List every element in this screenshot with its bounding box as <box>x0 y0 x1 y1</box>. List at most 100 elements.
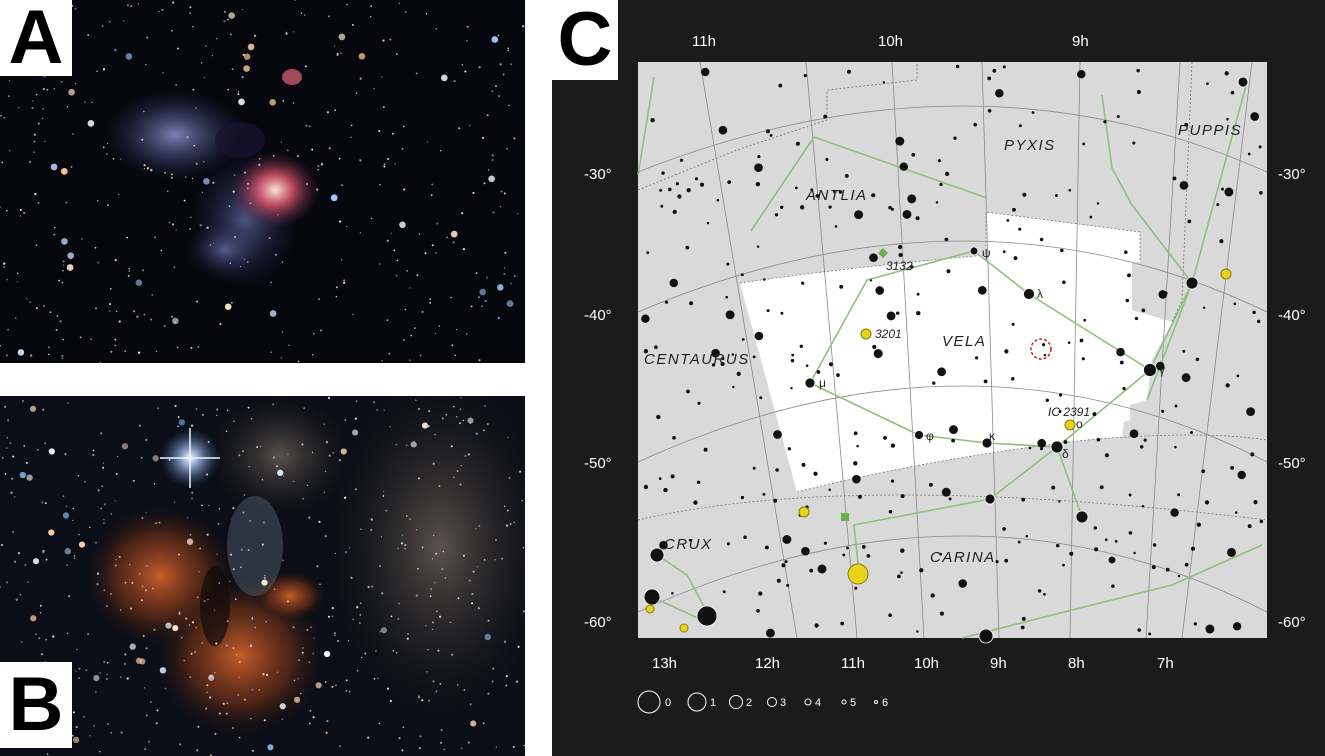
background-star <box>200 62 203 64</box>
ra-top-label-11h: 11h <box>692 33 716 50</box>
chart-bright-star <box>1023 288 1035 300</box>
background-star <box>352 313 354 316</box>
background-star <box>72 519 74 522</box>
nebula-photo-b <box>0 396 525 756</box>
background-star <box>382 495 385 497</box>
background-star <box>199 547 201 550</box>
background-star <box>434 332 437 335</box>
chart-star <box>953 136 957 140</box>
background-star <box>312 652 315 655</box>
chart-star <box>919 568 924 573</box>
background-star <box>107 204 109 207</box>
background-star <box>487 169 490 171</box>
background-star <box>106 605 108 607</box>
background-star <box>325 441 328 444</box>
chart-star <box>834 225 838 228</box>
background-star <box>381 76 383 78</box>
background-star <box>4 473 7 475</box>
background-star <box>491 680 494 683</box>
chart-star <box>689 301 694 306</box>
chart-star <box>740 273 744 277</box>
background-star <box>55 328 58 332</box>
background-star <box>106 673 108 676</box>
chart-star <box>1206 82 1209 86</box>
background-star <box>48 448 55 455</box>
background-star <box>432 462 435 465</box>
chart-star <box>784 560 788 564</box>
chart-star <box>853 431 858 436</box>
background-star <box>398 603 400 605</box>
background-star <box>130 4 133 7</box>
background-star <box>108 20 111 23</box>
background-star <box>102 466 105 469</box>
constellation-vela: VELA <box>942 333 986 350</box>
background-star <box>6 581 9 584</box>
background-star <box>62 495 65 498</box>
background-star <box>61 355 64 358</box>
background-star <box>522 610 525 613</box>
chart-star <box>939 182 943 187</box>
chart-star <box>890 479 895 483</box>
background-star <box>138 573 141 575</box>
background-star <box>491 90 494 93</box>
chart-star <box>1114 540 1118 543</box>
background-star <box>68 595 71 598</box>
chart-star <box>1258 145 1262 149</box>
background-star <box>16 272 19 275</box>
chart-star <box>1170 508 1179 517</box>
chart-star <box>872 344 877 350</box>
background-star <box>404 543 407 547</box>
chart-star <box>656 414 661 420</box>
chart-star <box>775 468 779 472</box>
background-star <box>237 93 240 95</box>
background-star <box>334 552 337 555</box>
background-star <box>238 98 245 106</box>
chart-star <box>1043 593 1046 596</box>
background-star <box>247 43 255 51</box>
background-star <box>158 521 161 524</box>
background-star <box>304 65 307 68</box>
background-star <box>158 10 160 13</box>
background-star <box>355 92 358 94</box>
chart-star <box>958 579 967 588</box>
background-star <box>263 719 266 722</box>
background-star <box>23 445 26 447</box>
chart-star <box>941 487 951 497</box>
chart-star <box>1141 504 1145 508</box>
background-star <box>399 221 406 229</box>
chart-star <box>809 568 814 573</box>
background-star <box>241 8 244 11</box>
background-star <box>460 747 463 750</box>
nebula-photo-a <box>0 0 525 363</box>
background-star <box>510 282 512 285</box>
chart-star <box>873 349 883 359</box>
chart-star <box>727 180 732 184</box>
background-star <box>479 288 486 296</box>
background-star <box>395 443 398 446</box>
background-star <box>467 417 474 424</box>
chart-star <box>1043 353 1047 357</box>
chart-star <box>1253 500 1258 505</box>
chart-star <box>660 204 664 208</box>
chart-star <box>916 311 921 316</box>
background-star <box>467 741 470 744</box>
background-star <box>265 673 269 676</box>
background-star <box>356 606 359 609</box>
background-star <box>67 252 75 260</box>
background-star <box>129 564 131 566</box>
background-star <box>421 310 424 313</box>
background-star <box>130 607 133 610</box>
background-star <box>350 576 353 579</box>
background-star <box>6 278 8 281</box>
background-star <box>392 650 395 652</box>
background-star <box>143 687 146 689</box>
background-star <box>105 678 108 680</box>
chart-star <box>740 495 745 500</box>
chart-star <box>915 216 920 221</box>
background-star <box>371 585 374 588</box>
chart-star <box>1077 69 1086 79</box>
background-star <box>294 696 301 703</box>
background-star <box>370 5 373 7</box>
chart-star <box>766 309 770 313</box>
background-star <box>151 293 154 296</box>
